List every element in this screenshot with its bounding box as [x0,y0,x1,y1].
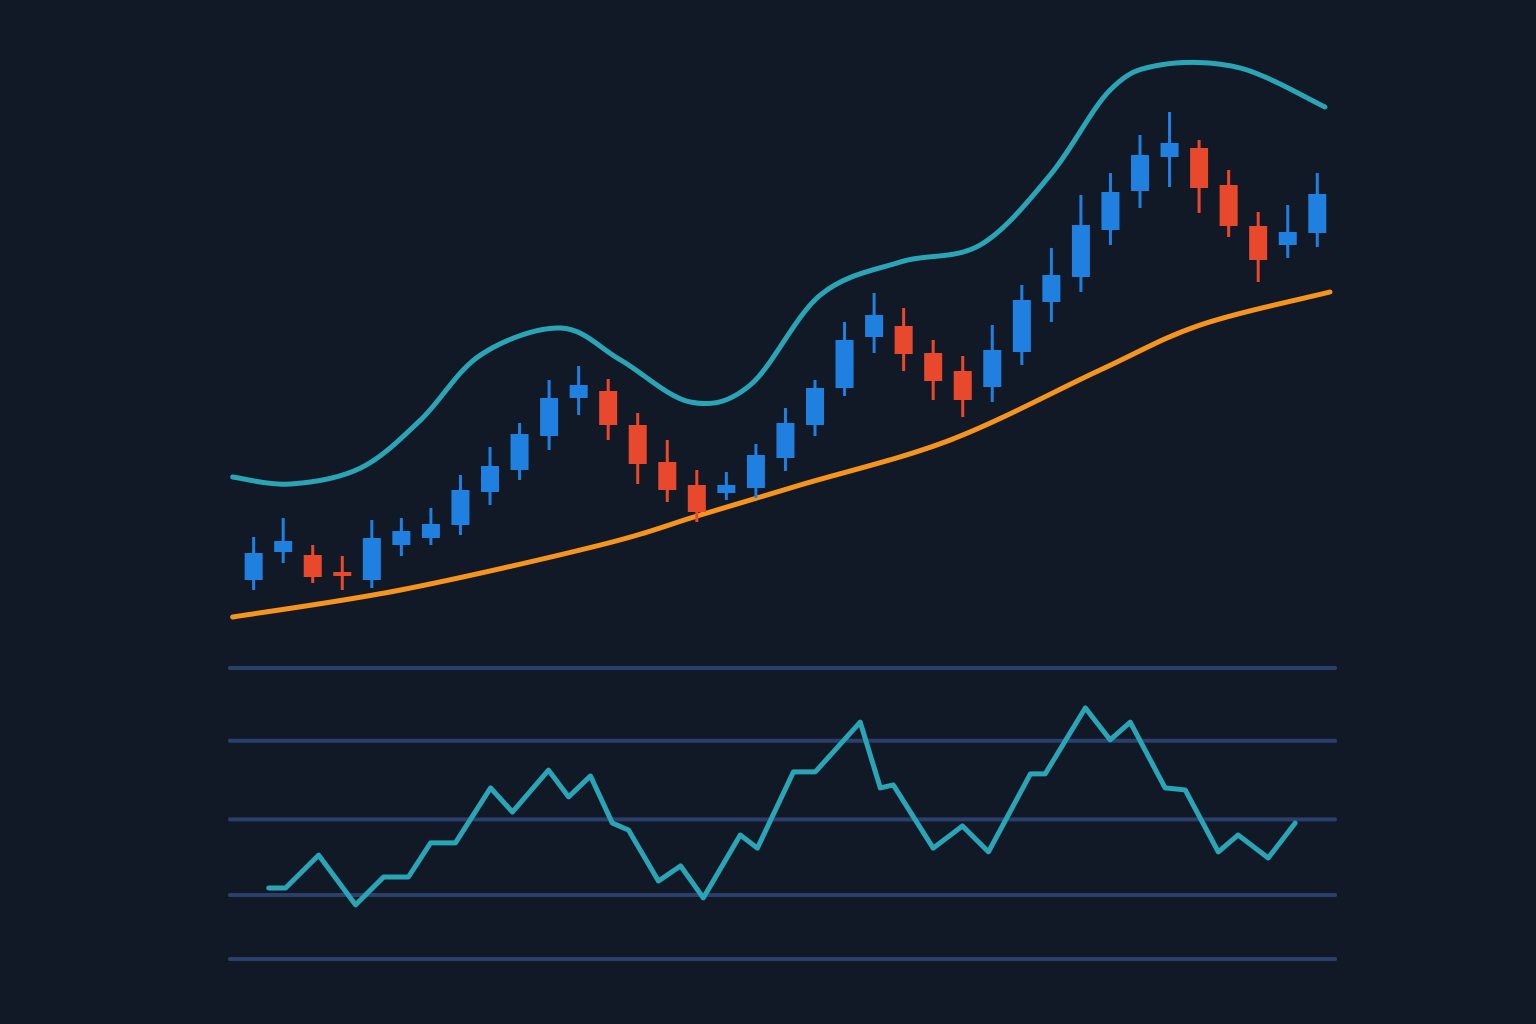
candle-body [1160,143,1179,157]
candle-body [1219,185,1238,226]
candle-body [1101,192,1120,230]
candle-body [421,524,440,538]
candle-body [1249,226,1268,260]
candle-body [451,490,470,525]
candle-body [303,555,322,577]
candle-body [746,455,765,488]
candle-body [244,553,263,580]
candle-body [1131,155,1149,191]
overlay-line [230,289,1333,620]
candle-body [687,485,706,512]
candle-body [362,538,381,580]
oscillator-line [266,705,1298,908]
candle-body [894,326,913,354]
candle-body [481,466,499,492]
candle-body [776,423,795,458]
candle-body [333,572,352,576]
candle-body [1190,148,1209,188]
candle-body [835,340,854,388]
candle-body [569,385,588,398]
candle-body [924,353,943,381]
candle-body [1042,275,1061,302]
candle-body [806,388,824,425]
candle-body [392,531,411,545]
candle-body [540,398,559,436]
candle-body [953,371,972,400]
candle-body [510,434,529,470]
candle-body [1308,194,1327,233]
candle-body [628,425,647,464]
candle-body [1278,232,1297,245]
candle-body [1071,225,1090,277]
overlay-line [230,59,1328,487]
candle-body [658,462,677,490]
candle-body [717,485,736,493]
candle-body [599,391,618,425]
candle-body [983,350,1002,387]
candle-body [274,541,293,552]
candle-body [1012,300,1031,352]
candle-body [865,315,884,337]
